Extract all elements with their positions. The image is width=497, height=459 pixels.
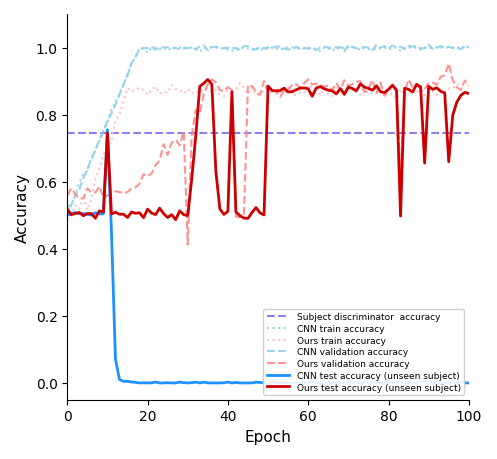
Subject discriminator  accuracy xyxy=(305,131,311,136)
Ours validation accuracy xyxy=(92,190,98,196)
CNN test accuracy (unseen subject) xyxy=(257,380,263,386)
Y-axis label: Accuracy: Accuracy xyxy=(15,173,30,242)
CNN validation accuracy xyxy=(249,47,255,52)
CNN validation accuracy xyxy=(365,46,371,51)
CNN test accuracy (unseen subject) xyxy=(313,381,319,386)
Ours train accuracy xyxy=(165,90,170,96)
Ours train accuracy xyxy=(466,90,472,95)
CNN validation accuracy xyxy=(345,43,351,49)
Ours validation accuracy xyxy=(369,78,375,84)
CNN train accuracy xyxy=(64,209,70,215)
CNN train accuracy xyxy=(253,46,259,51)
CNN test accuracy (unseen subject) xyxy=(64,213,70,218)
CNN train accuracy xyxy=(168,46,174,51)
Ours validation accuracy xyxy=(446,62,452,67)
Subject discriminator  accuracy xyxy=(466,131,472,136)
Line: Ours test accuracy (unseen subject): Ours test accuracy (unseen subject) xyxy=(67,80,469,220)
Ours train accuracy xyxy=(64,218,70,223)
Line: Ours validation accuracy: Ours validation accuracy xyxy=(67,65,469,245)
Ours test accuracy (unseen subject) xyxy=(373,84,379,90)
Ours test accuracy (unseen subject) xyxy=(257,211,263,216)
CNN validation accuracy xyxy=(165,45,170,51)
CNN validation accuracy xyxy=(466,46,472,51)
Line: CNN test accuracy (unseen subject): CNN test accuracy (unseen subject) xyxy=(67,130,469,383)
Subject discriminator  accuracy xyxy=(165,131,170,136)
Ours train accuracy xyxy=(237,81,243,87)
CNN test accuracy (unseen subject) xyxy=(137,381,143,386)
Ours test accuracy (unseen subject) xyxy=(64,207,70,213)
Subject discriminator  accuracy xyxy=(92,131,98,136)
CNN test accuracy (unseen subject) xyxy=(353,379,359,385)
CNN test accuracy (unseen subject) xyxy=(92,211,98,216)
Subject discriminator  accuracy xyxy=(345,131,351,136)
CNN test accuracy (unseen subject) xyxy=(373,379,379,385)
X-axis label: Epoch: Epoch xyxy=(245,429,291,444)
CNN validation accuracy xyxy=(92,148,98,154)
CNN train accuracy xyxy=(466,46,472,51)
Subject discriminator  accuracy xyxy=(249,131,255,136)
Ours validation accuracy xyxy=(309,83,315,88)
Ours validation accuracy xyxy=(466,84,472,90)
CNN test accuracy (unseen subject) xyxy=(173,381,179,386)
Ours test accuracy (unseen subject) xyxy=(205,78,211,83)
Ours validation accuracy xyxy=(253,90,259,95)
Ours train accuracy xyxy=(349,86,355,92)
Legend: Subject discriminator  accuracy, CNN train accuracy, Ours train accuracy, CNN va: Subject discriminator accuracy, CNN trai… xyxy=(263,309,464,395)
CNN validation accuracy xyxy=(305,46,311,52)
Ours test accuracy (unseen subject) xyxy=(165,215,170,221)
CNN validation accuracy xyxy=(64,205,70,210)
Line: CNN validation accuracy: CNN validation accuracy xyxy=(67,45,469,207)
CNN train accuracy xyxy=(369,47,375,53)
Ours train accuracy xyxy=(309,86,315,91)
Ours test accuracy (unseen subject) xyxy=(313,86,319,92)
Ours train accuracy xyxy=(92,176,98,182)
Ours train accuracy xyxy=(253,94,259,99)
Ours test accuracy (unseen subject) xyxy=(466,91,472,97)
Line: CNN train accuracy: CNN train accuracy xyxy=(67,49,469,212)
Subject discriminator  accuracy xyxy=(365,131,371,136)
Ours validation accuracy xyxy=(165,153,170,158)
Ours test accuracy (unseen subject) xyxy=(173,218,179,223)
CNN test accuracy (unseen subject) xyxy=(104,128,110,133)
Ours validation accuracy xyxy=(349,82,355,88)
Ours validation accuracy xyxy=(185,242,191,248)
Ours test accuracy (unseen subject) xyxy=(353,89,359,95)
Ours test accuracy (unseen subject) xyxy=(92,216,98,222)
Line: Ours train accuracy: Ours train accuracy xyxy=(67,84,469,220)
CNN train accuracy xyxy=(349,46,355,51)
CNN train accuracy xyxy=(309,46,315,52)
Subject discriminator  accuracy xyxy=(64,131,70,136)
CNN test accuracy (unseen subject) xyxy=(466,381,472,386)
Ours train accuracy xyxy=(369,91,375,97)
Ours validation accuracy xyxy=(64,193,70,198)
CNN validation accuracy xyxy=(425,43,431,48)
CNN train accuracy xyxy=(137,46,143,51)
CNN train accuracy xyxy=(92,148,98,154)
